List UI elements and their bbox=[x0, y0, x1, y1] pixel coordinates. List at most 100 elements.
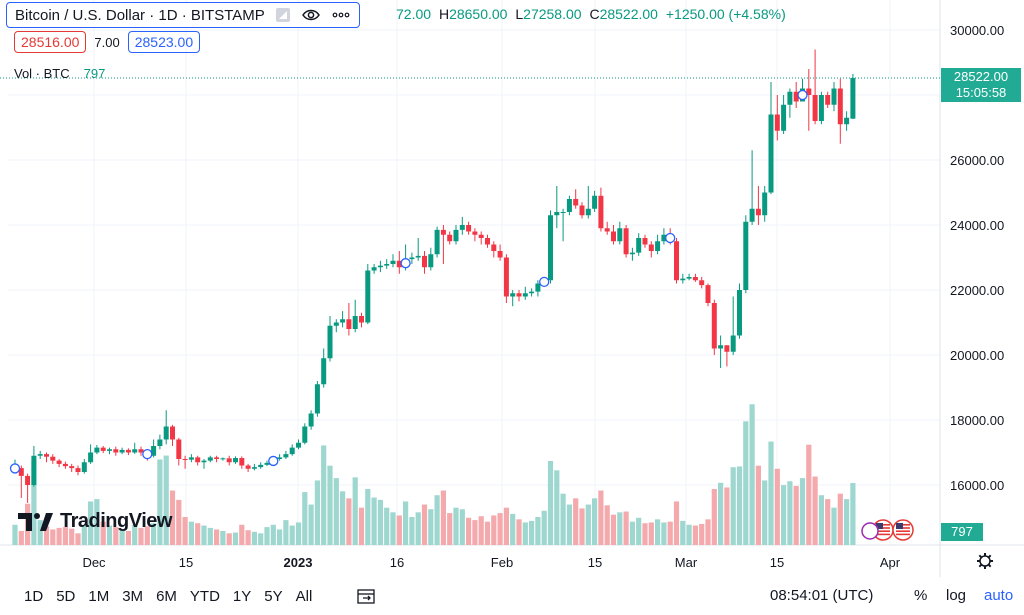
volume-bar bbox=[510, 513, 516, 545]
volume-bar bbox=[125, 531, 131, 545]
flag-stripe bbox=[896, 530, 910, 532]
candle-body bbox=[81, 462, 87, 472]
candle-body bbox=[119, 449, 125, 453]
candle-body bbox=[264, 462, 270, 465]
volume-bar bbox=[453, 507, 459, 545]
candle-body bbox=[787, 91, 793, 105]
ohlc-open: 72.00 bbox=[396, 6, 432, 22]
tradingview-logo[interactable]: TradingView bbox=[18, 510, 172, 533]
candle-body bbox=[302, 426, 308, 443]
timeframe-6m[interactable]: 6M bbox=[156, 587, 177, 605]
timeframe-1m[interactable]: 1M bbox=[88, 587, 110, 605]
volume-bar bbox=[774, 468, 780, 545]
candle bbox=[384, 259, 390, 269]
ohlc-high: 28650.00 bbox=[449, 6, 508, 22]
volume-bar bbox=[812, 476, 818, 545]
candle-body bbox=[31, 455, 37, 485]
candle-body bbox=[768, 114, 774, 193]
volume-bar bbox=[12, 524, 18, 545]
timeframe-5d[interactable]: 5D bbox=[56, 587, 76, 605]
candle bbox=[207, 455, 213, 463]
candle bbox=[818, 91, 824, 125]
candle bbox=[251, 463, 257, 471]
gear-ring bbox=[979, 555, 991, 567]
candle bbox=[648, 241, 654, 258]
percent-toggle[interactable]: % bbox=[914, 587, 928, 604]
gear-tooth bbox=[987, 563, 992, 568]
volume-value: 797 bbox=[83, 66, 106, 81]
volume-legend[interactable]: Vol · BTC 797 bbox=[14, 66, 105, 81]
volume-bar bbox=[522, 522, 528, 545]
candle-body bbox=[314, 384, 320, 414]
candle bbox=[226, 455, 232, 466]
timeframe-1y[interactable]: 1Y bbox=[232, 587, 252, 605]
candle-body bbox=[459, 225, 465, 230]
more-icon[interactable] bbox=[331, 7, 351, 23]
volume-bar bbox=[100, 521, 106, 545]
volume-bar bbox=[169, 490, 176, 545]
volume-bar bbox=[157, 459, 163, 545]
candle bbox=[296, 439, 301, 450]
candle bbox=[69, 463, 75, 472]
candle bbox=[107, 447, 112, 455]
candle bbox=[308, 410, 314, 430]
candle bbox=[214, 455, 220, 463]
timeframe-all[interactable]: All bbox=[295, 587, 313, 605]
auto-toggle[interactable]: auto bbox=[984, 587, 1014, 604]
candle bbox=[25, 473, 31, 503]
volume-bar bbox=[831, 507, 837, 545]
symbol-legend[interactable]: Bitcoin / U.S. Dollar · 1D · BITSTAMP bbox=[6, 2, 360, 28]
candle bbox=[157, 434, 163, 450]
candle bbox=[94, 445, 100, 455]
timeframe-5y[interactable]: 5Y bbox=[264, 587, 283, 605]
candle-body bbox=[415, 255, 421, 258]
candle bbox=[548, 210, 553, 284]
volume-bar bbox=[718, 482, 724, 545]
volume-bar bbox=[365, 489, 371, 545]
candle bbox=[478, 231, 484, 245]
tradingview-logo-text: TradingView bbox=[60, 510, 172, 532]
candle bbox=[793, 82, 799, 108]
volume-bar bbox=[138, 527, 144, 545]
candle-body bbox=[308, 413, 314, 427]
timeframe-ytd[interactable]: YTD bbox=[189, 587, 220, 605]
volume-bar bbox=[428, 509, 434, 545]
flag-icon[interactable] bbox=[892, 519, 914, 541]
x-tick-label: 15 bbox=[770, 555, 784, 570]
timeframe-1d[interactable]: 1D bbox=[24, 587, 44, 605]
symbol-title[interactable]: Bitcoin / U.S. Dollar · 1D · BITSTAMP bbox=[15, 6, 265, 24]
candle-body bbox=[207, 457, 213, 461]
candle-body bbox=[220, 458, 226, 460]
candle-body bbox=[724, 345, 730, 352]
candle bbox=[674, 238, 679, 284]
utc-clock[interactable]: 08:54:01 (UTC) bbox=[770, 587, 874, 604]
volume-bar bbox=[478, 516, 484, 545]
candle-body bbox=[201, 460, 207, 463]
candle bbox=[762, 186, 768, 222]
candle bbox=[447, 231, 453, 245]
log-toggle[interactable]: log bbox=[946, 587, 967, 604]
settings-gear-icon[interactable] bbox=[977, 553, 993, 569]
volume-bar bbox=[302, 492, 308, 545]
candle bbox=[636, 233, 642, 256]
volume-bar bbox=[636, 517, 642, 545]
candle bbox=[201, 459, 207, 469]
candle-body bbox=[428, 254, 434, 268]
date-range-icon[interactable] bbox=[356, 587, 376, 605]
candle bbox=[415, 238, 421, 261]
timeframe-3m[interactable]: 3M bbox=[122, 587, 144, 605]
candle-body bbox=[762, 192, 768, 216]
candle-body bbox=[472, 231, 478, 235]
candle-body bbox=[535, 283, 541, 292]
candle-body bbox=[554, 212, 560, 216]
sell-price-button[interactable]: 28516.00 bbox=[14, 31, 87, 53]
candle bbox=[125, 448, 131, 456]
volume-bar bbox=[94, 499, 100, 545]
candle bbox=[44, 452, 49, 463]
hide-square-icon[interactable] bbox=[275, 7, 291, 23]
candlestick-chart[interactable]: 30000.0028000.0026000.0024000.0022000.00… bbox=[0, 0, 1024, 577]
buy-price-button[interactable]: 28523.00 bbox=[127, 31, 201, 53]
candle bbox=[220, 457, 226, 461]
eye-icon[interactable] bbox=[301, 7, 321, 23]
candle-body bbox=[233, 458, 238, 463]
